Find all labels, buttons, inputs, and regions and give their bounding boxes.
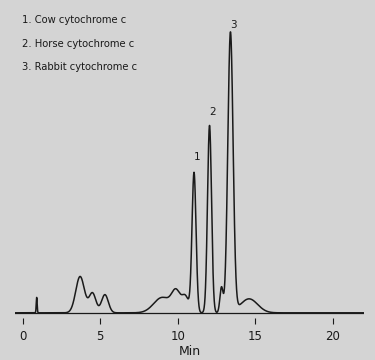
Text: 3. Rabbit cytochrome c: 3. Rabbit cytochrome c [22,63,137,72]
Text: 3: 3 [230,21,236,30]
Text: 2: 2 [210,107,216,117]
X-axis label: Min: Min [178,345,200,358]
Text: 1. Cow cytochrome c: 1. Cow cytochrome c [22,15,126,26]
Text: 2. Horse cytochrome c: 2. Horse cytochrome c [22,39,134,49]
Text: 1: 1 [194,152,201,162]
